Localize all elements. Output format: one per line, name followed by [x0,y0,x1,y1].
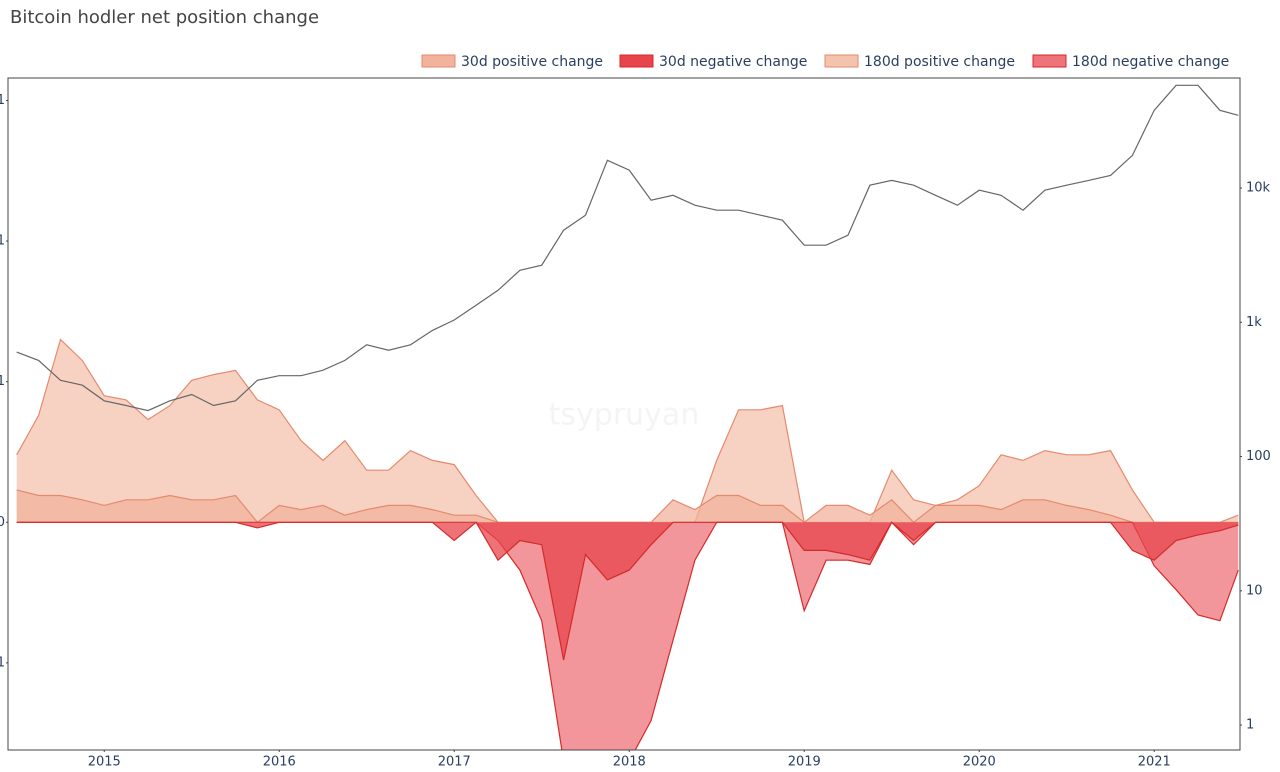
legend-label: 180d positive change [864,54,1015,70]
x-tick-label: 2015 [88,755,121,770]
legend-swatch [421,54,456,68]
legend-label: 180d negative change [1072,54,1229,70]
x-tick-label: 2018 [613,755,646,770]
legend-swatch [1032,54,1067,68]
watermark: tsypruyan [549,398,700,433]
x-tick-label: 2020 [963,755,996,770]
y-tick-label: 1 [0,93,5,108]
area [16,522,1239,660]
y2-tick-label: 10 [1246,583,1263,598]
y2-tick-label: 1 [1246,718,1254,733]
y-tick-label: 0 [0,515,5,530]
price-line [16,84,1239,412]
area [16,522,1239,750]
x-tick-label: 2017 [438,755,471,770]
area-edge [16,521,1239,661]
y-tick-label: 1 [0,655,5,670]
y2-tick-label: 10k [1246,181,1271,196]
x-tick-label: 2016 [263,755,296,770]
legend-label: 30d negative change [659,54,807,70]
chart-title: Bitcoin hodler net position change [10,7,319,28]
legend-label: 30d positive change [461,54,603,70]
plot-frame [7,77,1241,751]
y-tick-label: 1 [0,374,5,389]
y2-tick-label: 100 [1246,449,1271,464]
plot-area [16,84,1239,750]
y-tick-label: 1 [0,234,5,249]
y2-tick-label: 1k [1246,315,1262,330]
legend-swatch [619,54,654,68]
area [16,489,1239,523]
area [16,339,1239,523]
legend-swatch [824,54,859,68]
x-tick-label: 2021 [1138,755,1171,770]
x-tick-label: 2019 [788,755,821,770]
